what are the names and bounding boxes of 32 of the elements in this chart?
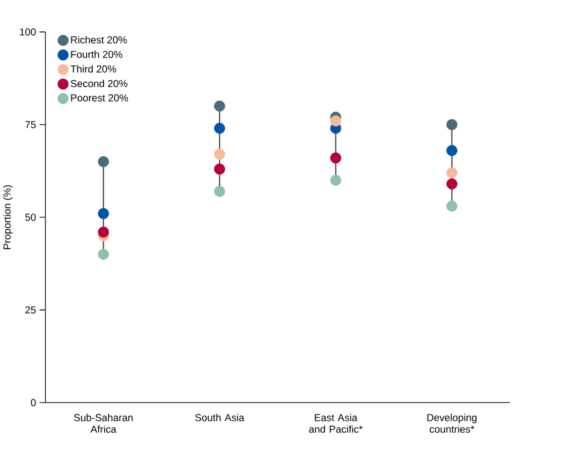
point <box>214 122 226 134</box>
point <box>446 178 458 190</box>
point <box>98 248 109 260</box>
legend-label: Third 20% <box>70 65 116 73</box>
x-tick-label: South Asia <box>195 414 244 422</box>
point <box>330 152 342 164</box>
point <box>330 174 342 186</box>
point <box>446 200 458 212</box>
legend-label: Poorest 20% <box>71 94 128 102</box>
y-tick-label: 100 <box>20 28 36 36</box>
point <box>98 226 109 238</box>
y-axis-title: Proportion (%) <box>3 185 13 250</box>
point <box>98 208 109 220</box>
point <box>98 156 109 168</box>
point <box>214 164 226 175</box>
point <box>330 115 342 126</box>
legend-label: Fourth 20% <box>71 50 122 58</box>
x-tick-label: East Asia and Pacific* <box>309 414 363 433</box>
y-tick-label: 0 <box>30 399 36 406</box>
legend-label: Second 20% <box>70 80 128 88</box>
legend-label: Richest 20% <box>71 36 127 44</box>
point <box>446 119 458 130</box>
y-tick-label: 25 <box>25 306 36 314</box>
point <box>214 186 226 197</box>
point <box>214 100 226 112</box>
y-tick-label: 50 <box>25 214 36 221</box>
point <box>214 148 226 160</box>
point <box>446 167 458 178</box>
x-tick-label: Developing countries* <box>427 414 477 433</box>
x-tick-label: Sub-Saharan Africa <box>74 414 133 433</box>
point <box>446 145 458 156</box>
y-tick-label: 75 <box>25 121 36 128</box>
